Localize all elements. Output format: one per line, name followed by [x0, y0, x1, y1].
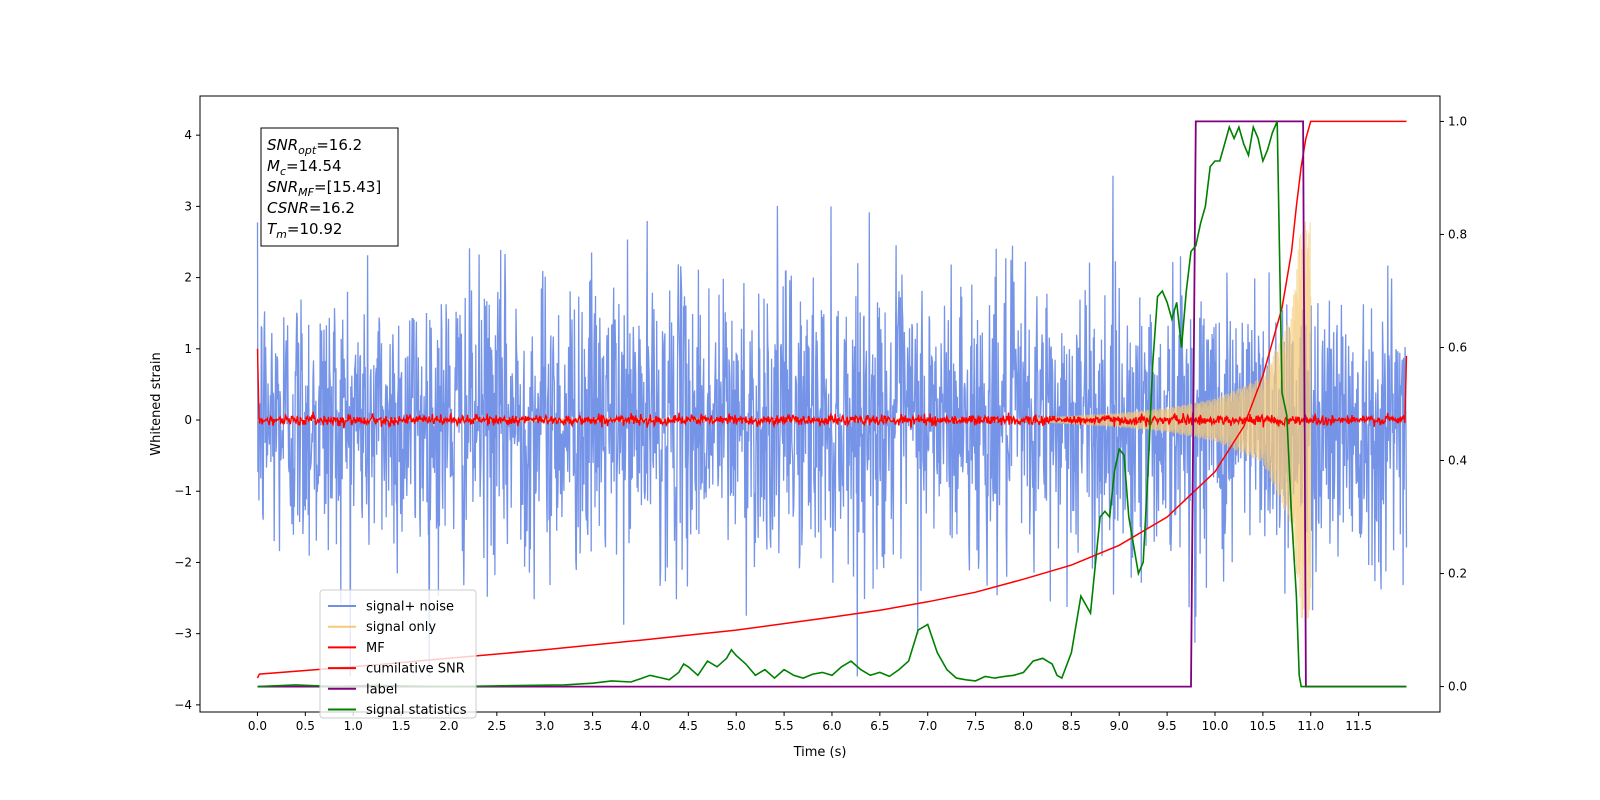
series-signal-statistics — [257, 121, 1407, 688]
y-right-tick-label: 0.0 — [1448, 680, 1467, 694]
x-tick-label: 4.5 — [679, 719, 698, 733]
legend-label: signal+ noise — [366, 600, 454, 615]
y-left-tick-label: −4 — [174, 698, 192, 712]
x-tick-label: 0.5 — [296, 719, 315, 733]
x-tick-label: 11.5 — [1345, 719, 1372, 733]
y-left-tick-label: 1 — [184, 342, 192, 356]
x-tick-label: 11.0 — [1297, 719, 1324, 733]
y-left-tick-label: 2 — [184, 271, 192, 285]
axes-frame — [199, 95, 1441, 713]
x-tick-label: 1.0 — [344, 719, 363, 733]
legend-label: cumilative SNR — [366, 662, 465, 677]
annotation-line: Mc=14.54 — [267, 157, 342, 178]
legend-label: label — [366, 682, 397, 697]
y-right-tick-label: 0.4 — [1448, 454, 1467, 468]
x-tick-label: 3.5 — [583, 719, 602, 733]
x-tick-label: 5.5 — [775, 719, 794, 733]
y-axis-right: 1.0 0.8 0.6 0.4 0.2 0.0 — [1440, 114, 1467, 694]
x-tick-label: 2.5 — [487, 719, 506, 733]
x-axis: 0.0 0.5 1.0 1.5 2.0 2.5 3.0 3.5 4.0 4.5 5.0 5.5 6.0 6… — [248, 712, 1372, 733]
y-left-tick-label: −3 — [174, 627, 192, 641]
x-axis-label: Time (s) — [793, 745, 847, 760]
x-tick-label: 9.5 — [1158, 719, 1177, 733]
y-right-tick-label: 0.6 — [1448, 340, 1467, 354]
x-tick-label: 7.0 — [918, 719, 937, 733]
annotation-line: CSNR=16.2 — [267, 199, 355, 217]
y-left-tick-label: 4 — [184, 128, 192, 142]
x-tick-label: 4.0 — [631, 719, 650, 733]
y-left-tick-label: −2 — [174, 555, 192, 569]
x-tick-label: 2.0 — [439, 719, 458, 733]
y-axis-left: 4 3 2 1 0 −1 −2 −3 −4 — [174, 128, 200, 712]
x-tick-label: 5.0 — [727, 719, 746, 733]
legend-frame — [319, 589, 477, 719]
annotation-line: SNRMF=[15.43] — [267, 178, 381, 199]
legend-label: signal statistics — [366, 703, 467, 718]
y-left-tick-label: 3 — [184, 199, 192, 213]
series-cumulative-snr — [256, 120, 1407, 679]
y-left-tick-label: −1 — [174, 484, 192, 498]
annotation-frame — [260, 127, 399, 247]
x-tick-label: 7.5 — [966, 719, 985, 733]
x-tick-label: 10.0 — [1202, 719, 1229, 733]
annotation-box: SNRopt=16.2Mc=14.54SNRMF=[15.43]CSNR=16.… — [260, 127, 399, 247]
series-mf — [256, 348, 1408, 429]
series-layer — [256, 120, 1408, 688]
annotation-line: SNRopt=16.2 — [267, 136, 362, 157]
annotation-line: Tm=10.92 — [267, 220, 342, 241]
x-tick-label: 6.5 — [870, 719, 889, 733]
y-right-tick-label: 1.0 — [1448, 114, 1467, 128]
x-tick-label: 8.0 — [1014, 719, 1033, 733]
legend: signal+ noise signal only MF cumilative SNR… — [319, 589, 477, 719]
x-tick-label: 9.0 — [1110, 719, 1129, 733]
y-right-tick-label: 0.2 — [1448, 567, 1467, 581]
y-left-tick-label: 0 — [184, 413, 192, 427]
series-signal-noise — [256, 175, 1408, 677]
legend-label: signal only — [366, 620, 436, 635]
x-tick-label: 8.5 — [1062, 719, 1081, 733]
x-tick-label: 0.0 — [248, 719, 267, 733]
y-axis-left-label: Whitened strain — [149, 352, 164, 455]
x-tick-label: 6.0 — [822, 719, 841, 733]
legend-label: MF — [366, 641, 385, 656]
x-tick-label: 3.0 — [535, 719, 554, 733]
plot-area — [256, 120, 1408, 688]
x-tick-label: 10.5 — [1249, 719, 1276, 733]
y-right-tick-label: 0.8 — [1448, 227, 1467, 241]
x-tick-label: 1.5 — [392, 719, 411, 733]
